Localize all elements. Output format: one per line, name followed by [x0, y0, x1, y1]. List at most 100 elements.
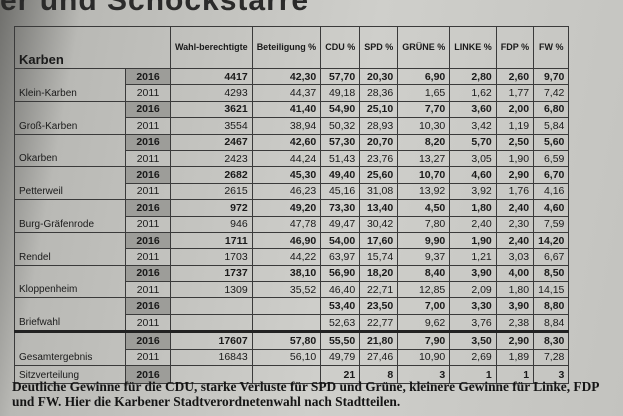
column-header: LINKE % [449, 26, 497, 69]
column-header: GRÜNE % [397, 26, 451, 69]
year-cell: 2011 [125, 215, 171, 233]
district-name: Briefwahl [14, 297, 126, 333]
value-cell [170, 365, 253, 385]
data-row: 2011 52,63 22,77 9,62 3,76 2,38 8,84 [15, 313, 570, 333]
value-cell: 2682 [170, 166, 253, 184]
value-cell: 10,90 [397, 348, 451, 367]
value-cell: 1703 [170, 248, 253, 266]
data-row: Klein-Karben 2016 4417 42,30 57,70 20,30 6,90 2… [14, 67, 570, 102]
value-cell: 1,80 [495, 281, 535, 299]
value-cell: 6,80 [533, 100, 570, 119]
value-cell: 2423 [170, 149, 253, 168]
value-cell: 7,70 [397, 100, 451, 119]
value-cell: 49,40 [320, 166, 361, 184]
value-cell: 49,47 [320, 215, 361, 233]
value-cell: 3,90 [495, 297, 535, 315]
year-cell: 2011 [125, 248, 171, 266]
value-cell: 73,30 [320, 199, 361, 217]
year-cell: 2011 [125, 84, 171, 102]
value-cell: 2,40 [495, 231, 535, 250]
value-cell: 5,60 [533, 133, 570, 151]
value-cell: 2467 [170, 133, 253, 151]
value-cell: 20,70 [359, 133, 399, 151]
value-cell: 7,28 [533, 348, 570, 367]
value-cell: 6,90 [397, 67, 451, 86]
year-cell: 2016 [125, 166, 171, 184]
district-name: Burg-Gräfenrode [14, 199, 126, 233]
year-cell: 2016 [125, 199, 171, 217]
value-cell: 4,16 [533, 182, 570, 201]
value-cell: 2,30 [495, 215, 535, 233]
year-cell: 2016 [125, 330, 171, 350]
value-cell: 38,10 [251, 264, 322, 283]
value-cell: 3,05 [449, 149, 497, 168]
value-cell: 14,20 [533, 231, 570, 250]
value-cell: 27,46 [359, 348, 399, 367]
value-cell: 4417 [170, 67, 253, 86]
value-cell: 4293 [170, 84, 253, 102]
value-cell: 53,40 [320, 297, 361, 315]
header-row: Karben Wahl-berechtigte Beteiligung % CDU %… [14, 26, 570, 69]
value-cell: 3554 [170, 117, 253, 135]
value-cell: 17,60 [359, 231, 399, 250]
value-cell: 3,90 [449, 264, 497, 283]
data-row: Rendel 2016 1711 46,90 54,00 17,60 9,90 1,90 2,4… [14, 231, 570, 266]
value-cell: 54,90 [320, 100, 361, 119]
column-header: SPD % [359, 26, 399, 69]
value-cell: 8,30 [533, 330, 570, 350]
value-cell: 1309 [170, 281, 253, 299]
value-cell: 21,80 [359, 330, 399, 350]
headline: er und Schockstarre [0, 0, 310, 17]
value-cell: 2,60 [495, 67, 535, 86]
value-cell: 2,40 [449, 215, 497, 233]
column-header: CDU % [320, 26, 361, 69]
value-cell: 7,42 [533, 84, 570, 102]
value-cell: 56,10 [251, 348, 322, 367]
value-cell: 1 [449, 365, 497, 385]
value-cell: 1,90 [449, 231, 497, 250]
district-name: Gesamtergebnis [14, 330, 126, 367]
value-cell: 3,50 [449, 330, 497, 350]
value-cell: 57,70 [320, 67, 361, 86]
value-cell: 3,76 [449, 313, 497, 333]
year-cell: 2016 [125, 264, 171, 283]
year-cell: 2016 [125, 133, 171, 151]
value-cell: 1 [495, 365, 535, 385]
data-row: Gesamtergebnis 2016 17607 57,80 55,50 21,80 7,… [14, 330, 570, 367]
value-cell: 8,80 [533, 297, 570, 315]
value-cell: 16843 [170, 348, 253, 367]
value-cell: 2,80 [449, 67, 497, 86]
value-cell: 3 [533, 365, 570, 385]
value-cell: 8 [359, 365, 399, 385]
value-cell: 46,40 [320, 281, 361, 299]
data-row: 2011 4293 44,37 49,18 28,36 1,65 1,62 1,77 7,42 [15, 84, 570, 102]
value-cell: 45,16 [320, 182, 361, 201]
value-cell: 1,65 [397, 84, 451, 102]
value-cell: 47,78 [251, 215, 322, 233]
data-row: Briefwahl 2016 53,40 23,50 7,00 3,30 3,90 8,80 [14, 297, 570, 333]
value-cell: 1737 [170, 264, 253, 283]
value-cell: 44,24 [251, 149, 322, 168]
caption: Deutliche Gewinne für die CDU, starke Ve… [12, 379, 599, 409]
value-cell: 1,19 [495, 117, 535, 135]
value-cell: 6,67 [533, 248, 570, 266]
data-row: Petterweil 2016 2682 45,30 49,40 25,60 10,70 4,… [14, 166, 570, 201]
value-cell: 9,62 [397, 313, 451, 333]
value-cell: 25,10 [359, 100, 399, 119]
value-cell: 2,69 [449, 348, 497, 367]
value-cell: 4,00 [495, 264, 535, 283]
value-cell: 49,18 [320, 84, 361, 102]
value-cell: 1,76 [495, 182, 535, 201]
value-cell: 1711 [170, 231, 253, 250]
value-cell: 2,40 [495, 199, 535, 217]
value-cell: 8,20 [397, 133, 451, 151]
value-cell: 46,23 [251, 182, 322, 201]
value-cell: 1,77 [495, 84, 535, 102]
value-cell: 49,79 [320, 348, 361, 367]
value-cell [251, 297, 322, 315]
year-cell: 2016 [125, 100, 171, 119]
value-cell: 3,92 [449, 182, 497, 201]
value-cell: 52,63 [320, 313, 361, 333]
value-cell: 57,80 [251, 330, 322, 350]
value-cell: 22,77 [359, 313, 399, 333]
